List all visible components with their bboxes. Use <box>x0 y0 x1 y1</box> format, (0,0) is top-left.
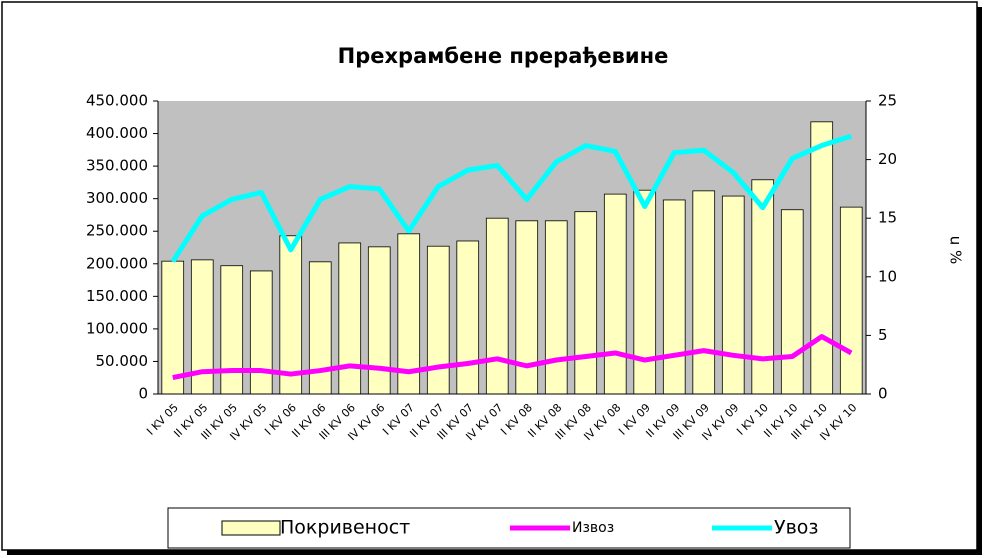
y2-tick-label: 5 <box>878 326 888 344</box>
y2-axis-label: u % <box>947 236 965 265</box>
legend-label: Увоз <box>774 517 819 539</box>
bar <box>633 189 657 395</box>
bar <box>426 245 450 395</box>
bar <box>249 270 273 395</box>
bar <box>721 195 745 395</box>
plot-area <box>158 101 866 394</box>
y-tick-label: 400.000 <box>86 124 148 142</box>
y-tick-label: 300.000 <box>86 189 148 207</box>
y2-tick-label: 15 <box>878 209 897 227</box>
bar <box>662 199 686 395</box>
line-series <box>172 334 853 381</box>
bar <box>338 242 362 395</box>
y-tick-label: 50.000 <box>96 352 149 370</box>
y-tick-label: 100.000 <box>86 319 148 337</box>
bar <box>839 206 863 395</box>
chart-title: Прехрамбене прерађевине <box>338 44 669 68</box>
bar <box>751 179 775 395</box>
line-series <box>170 133 853 263</box>
y-tick-label: 350.000 <box>86 157 148 175</box>
y2-tick-label: 20 <box>878 150 897 168</box>
y2-tick-label: 25 <box>878 92 897 110</box>
bar <box>780 209 804 395</box>
bar <box>308 261 332 395</box>
bar <box>692 190 716 395</box>
bar <box>367 246 391 395</box>
y-tick-label: 200.000 <box>86 254 148 272</box>
legend-label: Покривеност <box>280 517 410 539</box>
bar <box>220 265 244 395</box>
y-tick-label: 250.000 <box>86 222 148 240</box>
legend-swatch <box>221 520 281 536</box>
y2-tick-label: 0 <box>878 385 888 403</box>
y-tick-label: 0 <box>138 385 148 403</box>
bar <box>574 211 598 395</box>
y2-tick-label: 10 <box>878 267 897 285</box>
bar <box>603 193 627 395</box>
bar <box>544 220 568 395</box>
y-tick-label: 450.000 <box>86 92 148 110</box>
legend-label: Извоз <box>572 520 614 536</box>
bar <box>279 235 303 395</box>
bar <box>810 121 834 395</box>
y-tick-label: 150.000 <box>86 287 148 305</box>
bar <box>456 240 480 395</box>
bar <box>485 217 509 395</box>
